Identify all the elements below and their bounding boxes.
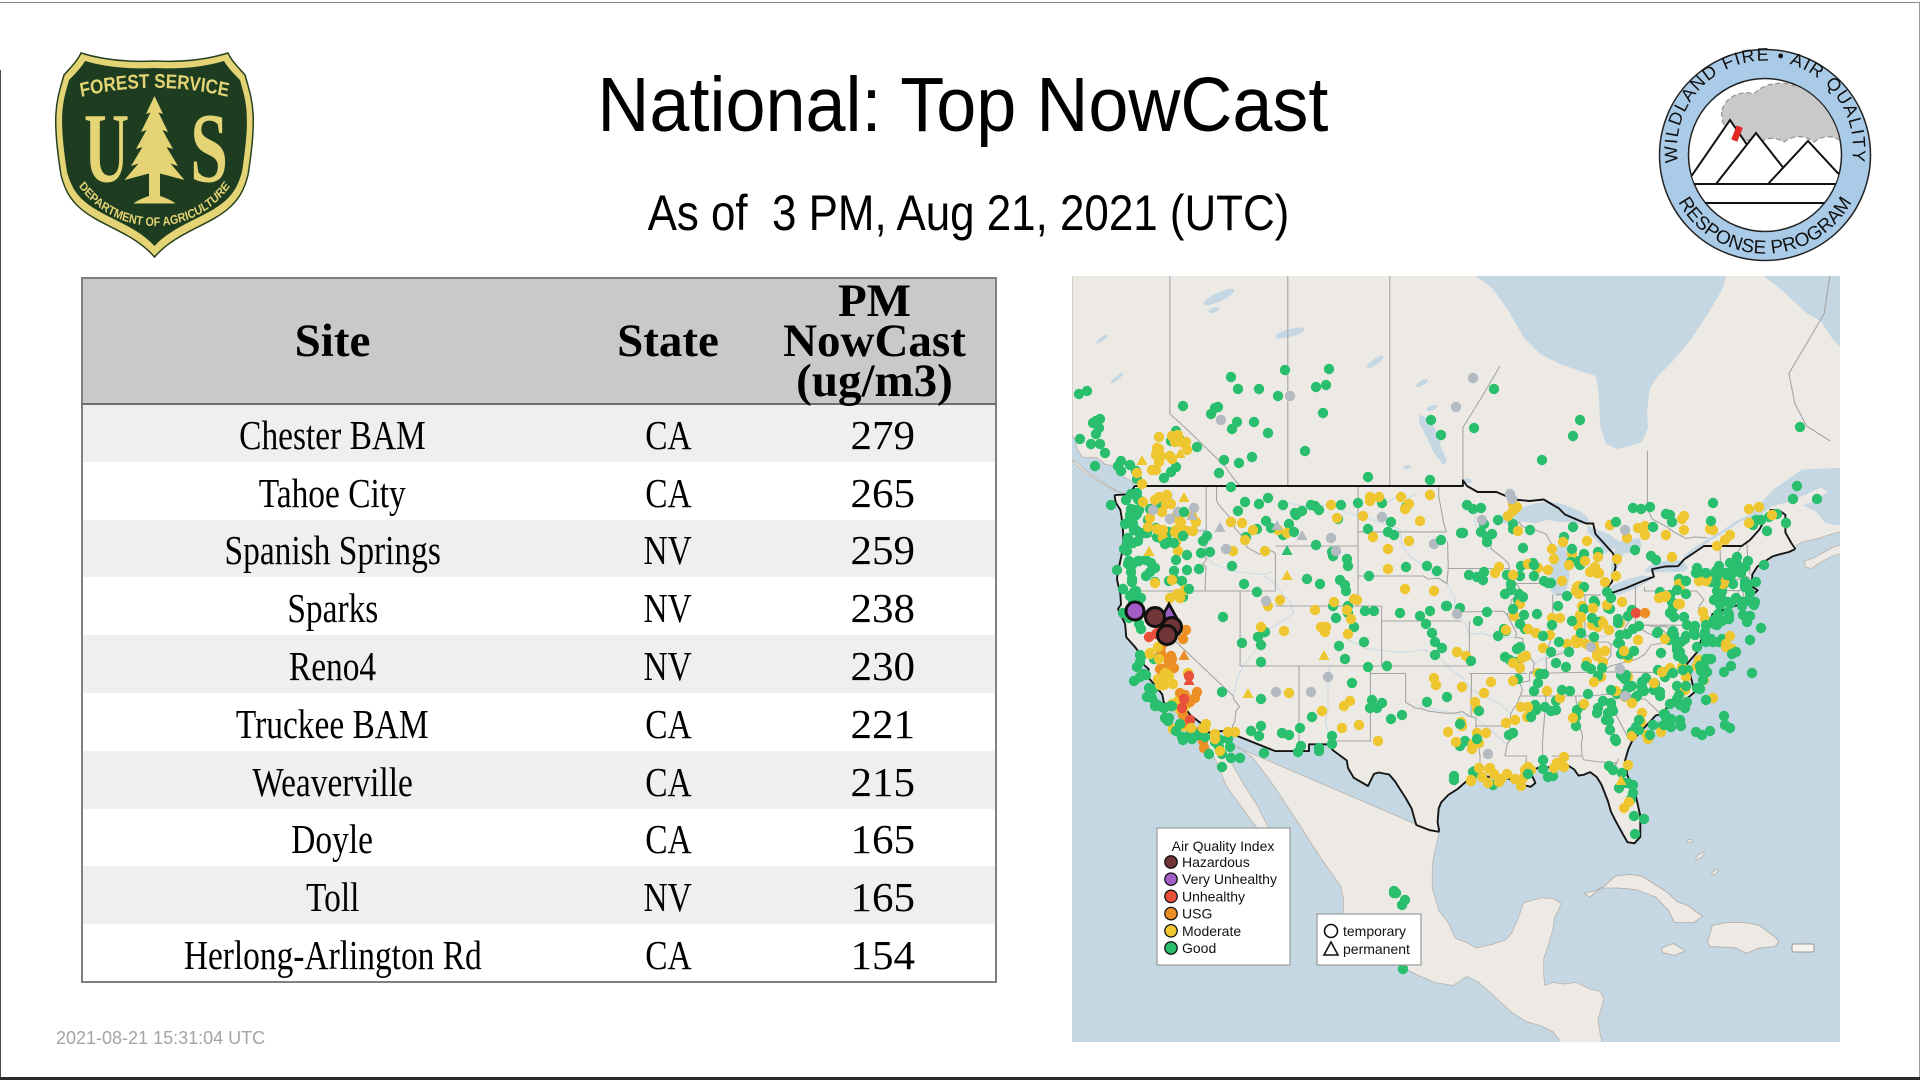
svg-text:Moderate: Moderate: [1182, 923, 1241, 939]
svg-text:permanent: permanent: [1343, 941, 1410, 957]
svg-text:USG: USG: [1182, 906, 1212, 922]
svg-text:Very Unhealthy: Very Unhealthy: [1182, 871, 1277, 887]
svg-text:Unhealthy: Unhealthy: [1182, 888, 1245, 904]
svg-text:S: S: [190, 94, 228, 204]
svg-text:Good: Good: [1182, 940, 1216, 956]
svg-text:temporary: temporary: [1343, 923, 1406, 939]
svg-text:Air Quality Index: Air Quality Index: [1172, 838, 1275, 854]
svg-text:U: U: [84, 94, 129, 204]
svg-text:Hazardous: Hazardous: [1182, 854, 1250, 870]
